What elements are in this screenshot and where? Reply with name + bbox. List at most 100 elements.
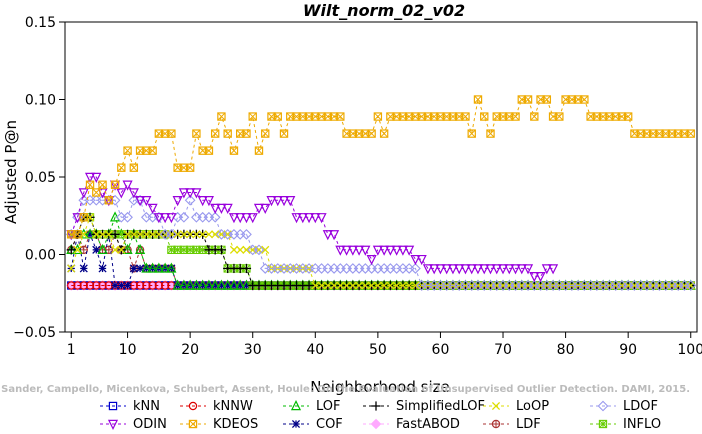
data-point-kdeos: [279, 129, 289, 138]
data-point-odin: [185, 188, 196, 199]
legend-label: LDOF: [623, 399, 658, 414]
data-point-odin: [160, 213, 171, 224]
data-point-ldof: [165, 228, 177, 240]
data-point-odin: [316, 213, 327, 224]
data-point-loop: [261, 245, 270, 254]
chart-title: Wilt_norm_02_v02: [303, 1, 465, 20]
x-tick-label: 30: [244, 342, 262, 358]
data-point-odin: [422, 264, 434, 275]
data-point-odin: [260, 203, 271, 214]
data-point-kdeos: [623, 112, 633, 121]
data-point-odin: [410, 254, 421, 266]
data-point-kdeos: [223, 129, 232, 138]
data-point-lof: [178, 279, 189, 290]
legend-item-loop: LoOP: [483, 399, 549, 414]
data-point-odin: [335, 245, 346, 256]
data-point-loop: [398, 281, 407, 290]
x-tick-label: 50: [369, 342, 387, 358]
data-point-odin: [291, 213, 302, 224]
data-point-knnw: [92, 281, 101, 290]
legend-marker: [491, 419, 501, 429]
data-point-odin: [485, 264, 496, 275]
legend-label: LOF: [316, 399, 341, 414]
data-point-ldof: [253, 244, 265, 256]
data-point-loop: [355, 281, 364, 290]
data-point-cof: [98, 264, 107, 273]
legend-marker: [370, 418, 382, 430]
data-point-knnw: [148, 281, 157, 290]
data-point-loop: [311, 281, 320, 290]
x-tick-label: 100: [677, 342, 702, 358]
series-cof: [67, 230, 695, 290]
legend-item-ldof: LDOF: [590, 399, 658, 414]
data-point-ldof: [178, 211, 190, 223]
data-point-ldof: [184, 194, 196, 206]
data-point-loop: [110, 245, 120, 254]
data-point-loop: [348, 281, 357, 290]
data-point-odin: [354, 245, 365, 256]
data-point-odin: [141, 196, 152, 207]
data-point-knnw: [142, 281, 151, 290]
data-point-cof: [110, 281, 120, 290]
data-point-loop: [192, 230, 201, 239]
data-point-knnw: [160, 281, 170, 290]
data-point-kdeos: [92, 188, 101, 197]
data-point-cof: [117, 281, 126, 290]
data-point-lof: [191, 279, 202, 290]
series-line-inflo: [71, 216, 691, 286]
data-point-loop: [211, 230, 220, 239]
data-point-kdeos: [461, 112, 470, 121]
legend-label: ODIN: [133, 417, 167, 432]
data-point-odin: [303, 213, 315, 224]
data-point-kdeos: [104, 196, 114, 205]
data-point-odin: [84, 172, 96, 183]
legend-item-odin: ODIN: [100, 417, 167, 432]
data-point-odin: [285, 196, 296, 207]
data-point-simplifiedlof: [216, 245, 227, 255]
data-point-kdeos: [185, 163, 195, 172]
legend-marker: [188, 419, 198, 429]
series-line-loop: [70, 215, 691, 286]
data-point-odin: [178, 188, 189, 199]
data-point-odin: [516, 264, 527, 275]
data-point-knnw: [73, 281, 82, 290]
data-point-kdeos: [273, 112, 282, 121]
data-point-odin: [522, 264, 534, 275]
data-point-odin: [391, 245, 402, 256]
data-point-kdeos: [167, 129, 176, 138]
data-point-odin: [128, 188, 139, 199]
data-point-odin: [266, 196, 277, 207]
data-point-odin: [341, 245, 352, 256]
series-line-ldof: [70, 198, 691, 286]
legend-marker: [290, 400, 302, 411]
data-point-loop: [342, 281, 351, 290]
data-point-loop: [236, 245, 245, 254]
data-point-odin: [253, 203, 265, 214]
data-point-odin: [216, 203, 227, 214]
data-point-lof: [172, 279, 183, 290]
data-point-odin: [172, 196, 183, 207]
data-point-knnw: [79, 281, 88, 290]
data-point-kdeos: [242, 129, 251, 138]
data-point-loop: [317, 281, 326, 290]
legend-marker: [107, 419, 119, 430]
data-point-odin: [429, 264, 440, 275]
data-point-lof: [97, 243, 108, 255]
legend-item-fastabod: FastABOD: [363, 417, 460, 432]
watermark: Campos, Zimek, Sander, Campello, Micenko…: [0, 384, 690, 395]
data-point-odin: [203, 196, 214, 207]
data-point-odin: [191, 188, 202, 199]
data-point-lof: [203, 279, 214, 290]
data-point-loop: [323, 281, 332, 290]
plot-area: [64, 21, 698, 333]
data-point-loop: [204, 230, 213, 239]
data-point-lof: [166, 262, 177, 273]
data-point-odin: [78, 188, 89, 199]
data-point-knnw: [135, 281, 145, 290]
legend-item-cof: COF: [283, 417, 343, 432]
legend-label: LoOP: [516, 399, 549, 414]
data-point-kdeos: [486, 129, 495, 138]
legend-label: COF: [316, 417, 343, 432]
data-point-loop: [136, 230, 145, 239]
data-point-odin: [491, 264, 502, 275]
